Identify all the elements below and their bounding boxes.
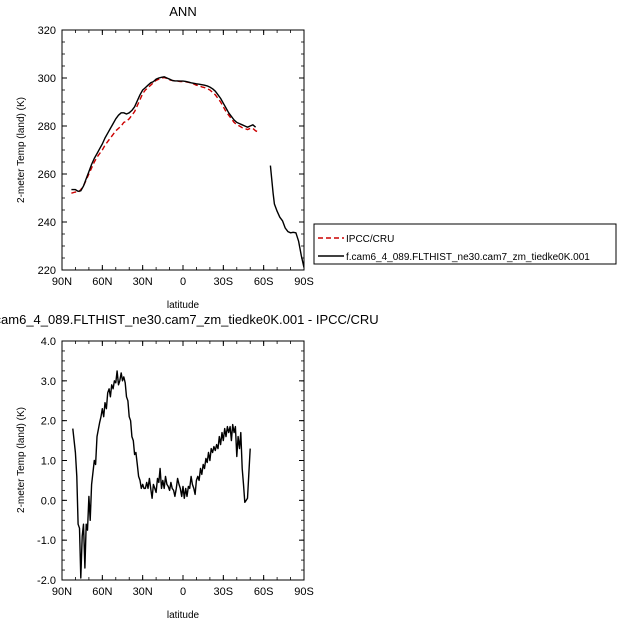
series-line-2: [71, 76, 257, 192]
x-tick-label: 30S: [214, 276, 234, 288]
x-tick-label: 0: [180, 276, 186, 288]
chart-panel-2: f.cam6_4_089.FLTHIST_ne30.cam7_zm_tiedke…: [0, 312, 379, 621]
y-tick-label: 240: [38, 217, 56, 229]
y-tick-label: 280: [38, 121, 56, 133]
x-tick-label: 60N: [92, 586, 112, 598]
y-tick-label: -1.0: [37, 535, 56, 547]
series-line-2: [269, 165, 304, 268]
x-tick-label: 90N: [52, 276, 72, 288]
y-tick-label: 0.0: [41, 495, 56, 507]
x-axis-label: latitude: [167, 300, 200, 311]
legend-box: [313, 223, 617, 265]
x-tick-label: 0: [180, 586, 186, 598]
legend-label: IPCC/CRU: [346, 234, 394, 245]
x-tick-label: 90S: [294, 586, 314, 598]
chart-title: f.cam6_4_089.FLTHIST_ne30.cam7_zm_tiedke…: [0, 312, 379, 327]
x-axis-label: latitude: [167, 610, 200, 621]
y-tick-label: -2.0: [37, 575, 56, 587]
x-tick-label: 60S: [254, 276, 274, 288]
x-tick-label: 90S: [294, 276, 314, 288]
y-tick-label: 220: [38, 265, 56, 277]
series-line-1: [72, 370, 251, 579]
series-line-1: [71, 76, 259, 194]
y-tick-label: 2.0: [41, 416, 56, 428]
chart-title: ANN: [169, 4, 196, 19]
x-tick-label: 60S: [254, 586, 274, 598]
y-tick-label: 3.0: [41, 376, 56, 388]
legend: IPCC/CRU f.cam6_4_089.FLTHIST_ne30.cam7_z…: [313, 223, 617, 265]
x-tick-label: 30S: [214, 586, 234, 598]
legend-label: f.cam6_4_089.FLTHIST_ne30.cam7_zm_tiedke…: [346, 252, 590, 263]
y-tick-label: 4.0: [41, 336, 56, 348]
chart-panel-1: ANN 90N 60N 30N 0 30S 60S 90S 220 240 260 280 300 320…: [16, 4, 314, 311]
x-tick-label: 90N: [52, 586, 72, 598]
y-tick-label: 260: [38, 169, 56, 181]
y-tick-label: 320: [38, 25, 56, 37]
y-tick-label: 300: [38, 73, 56, 85]
y-axis-label: 2-meter Temp (land) (K): [16, 97, 27, 203]
y-tick-label: 1.0: [41, 456, 56, 468]
x-tick-label: 30N: [133, 276, 153, 288]
x-tick-label: 30N: [133, 586, 153, 598]
plot-frame: [61, 340, 305, 581]
x-tick-label: 60N: [92, 276, 112, 288]
y-axis-label: 2-meter Temp (land) (K): [16, 407, 27, 513]
